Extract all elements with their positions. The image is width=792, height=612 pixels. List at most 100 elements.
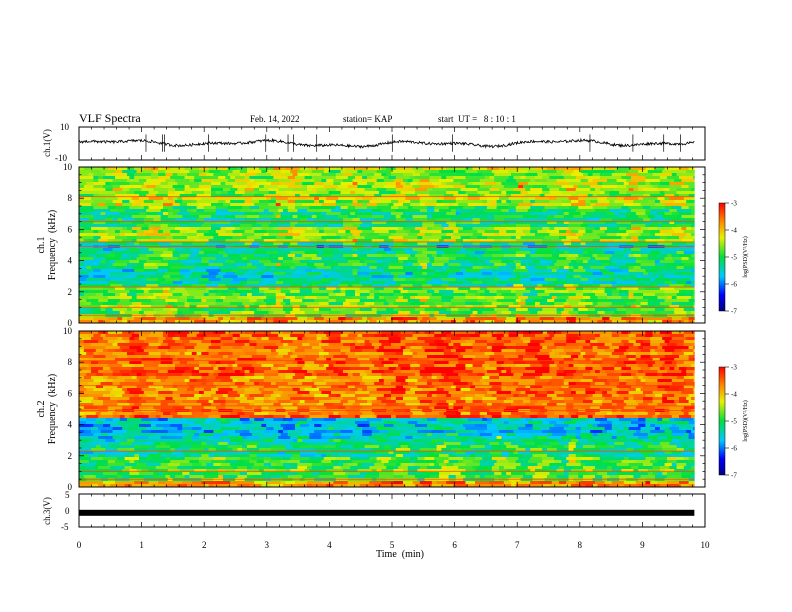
spectrogram-cell [340,209,349,213]
spectrogram-cell [547,299,555,303]
spectrogram-cell [287,176,296,180]
spectrogram-cell [638,173,653,177]
spectrogram-cell [237,182,248,186]
spectrogram-cell [580,379,593,383]
spectrogram-cell [107,305,113,309]
spectrogram-cell [635,242,646,246]
spectrogram-cell [148,275,164,279]
spectrogram-cell [650,275,656,279]
spectrogram-cell [434,272,449,276]
spectrogram-cell [559,176,565,180]
spectrogram-cell [388,302,394,306]
spectrogram-cell [427,263,433,267]
spectrogram-cell [347,185,358,189]
spectrogram-cell [669,221,675,225]
spectrogram-cell [117,281,130,285]
spectrogram-cell [383,179,394,183]
spectrogram-cell [633,311,649,315]
spectrogram-cell [314,317,325,321]
spectrogram-cell [98,227,109,231]
spectrogram-cell [427,355,435,359]
spectrogram-cell [669,340,685,344]
spectrogram-cell [79,248,92,252]
spectrogram-cell [583,293,589,297]
spectrogram-cell [371,209,382,213]
spectrogram-cell [287,287,301,291]
spectrogram-cell [259,284,267,288]
spectrogram-cell [518,346,529,350]
spectrogram-cell [391,343,406,347]
spectrogram-cell [232,379,238,383]
spectrogram-cell [340,200,353,204]
spectrogram-cell [91,248,104,252]
spectrogram-cell [172,185,185,189]
spectrogram-cell [482,364,490,368]
spectrogram-cell [607,206,622,210]
spectrogram-cell [266,179,279,183]
spectrogram-cell [199,176,212,180]
spectrogram-cell [352,248,358,252]
spectrogram-cell [203,218,219,222]
spectrogram-cell [194,346,209,350]
spectrogram-cell [513,176,521,180]
spectrogram-cell [575,320,591,324]
spectrogram-cell [239,293,248,297]
spectrogram-cell [295,358,303,362]
spectrogram-cell [280,167,286,171]
spectrogram-cell [583,287,591,291]
spectrogram-cell [374,194,382,198]
spectrogram-cell [311,251,320,255]
spectrogram-cell [583,254,593,258]
spectrogram-cell [326,287,337,291]
spectrogram-cell [199,227,212,231]
spectrogram-cell [556,284,565,288]
spectrogram-cell [268,224,279,228]
spectrogram-cell [679,269,692,273]
spectrogram-cell [254,370,265,374]
spectrogram-cell [465,254,471,258]
spectrogram-cell [247,170,262,174]
spectrogram-cell [239,370,245,374]
spectrogram-cell [218,218,226,222]
spectrogram-cell [655,275,661,279]
spectrogram-cell [664,293,677,297]
spectrogram-cell [158,242,171,246]
spectrogram-cell [122,203,133,207]
spectrogram-cell [352,275,361,279]
spectrogram-cell [398,287,404,291]
spectrogram-cell [556,212,565,216]
spectrogram-cell [662,373,677,377]
spectrogram-cell [261,224,269,228]
spectrogram-cell [321,212,327,216]
spectrogram-cell [299,167,310,171]
spectrogram-cell [247,251,255,255]
spectrogram-cell [124,209,133,213]
spectrogram-cell [345,358,358,362]
spectrogram-cell [328,311,341,315]
spectrogram-cell [194,179,202,183]
spectrogram-cell [655,349,665,353]
spectrogram-cell [213,236,221,240]
spectrogram-cell [662,337,673,341]
spectrogram-cell [623,248,632,252]
spectrogram-cell [614,200,625,204]
spectrogram-cell [393,308,401,312]
spectrogram-cell [352,182,358,186]
spectrogram-cell [556,206,569,210]
spectrogram-cell [227,355,233,359]
spectrogram-cell [520,191,529,195]
spectrogram-cell [283,281,298,285]
spectrogram-cell [400,308,416,312]
spectrogram-cell [352,296,368,300]
spectrogram-cell [477,373,485,377]
spectrogram-cell [105,278,111,282]
spectrogram-cell [182,340,190,344]
spectrogram-cell [590,385,605,389]
spectrogram-cell [479,269,488,273]
spectrogram-cell [415,254,428,258]
spectrogram-cell [412,185,421,189]
spectrogram-cell [266,266,272,270]
spectrogram-cell [194,367,200,371]
spectrogram-cell [362,376,368,380]
spectrogram-cell [451,170,466,174]
